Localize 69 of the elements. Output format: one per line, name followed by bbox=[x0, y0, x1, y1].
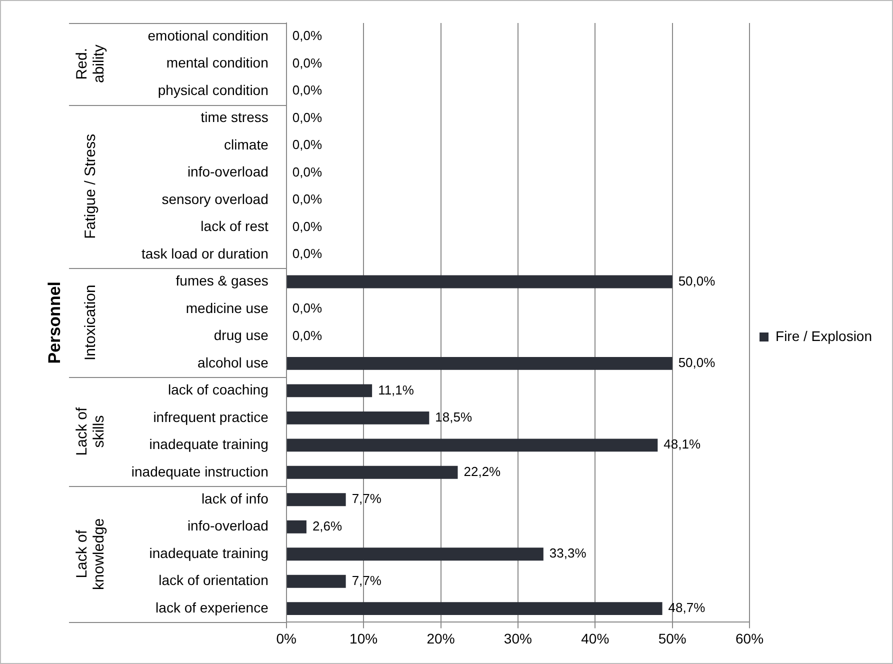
text: Lack of knowledge bbox=[74, 518, 108, 590]
text: Lack of skills bbox=[74, 406, 108, 456]
data-label: 7,7% bbox=[352, 572, 382, 588]
x-tick-label: 60% bbox=[736, 630, 764, 646]
data-label: 0,0% bbox=[292, 28, 322, 44]
y-tick-label: lack of coaching bbox=[168, 382, 268, 398]
data-label: 0,0% bbox=[292, 164, 322, 180]
bar bbox=[286, 574, 346, 588]
bar bbox=[286, 602, 662, 616]
data-label: 2,6% bbox=[312, 518, 343, 534]
data-label: 0,0% bbox=[292, 82, 322, 98]
text: Red. ability bbox=[74, 44, 108, 84]
y-tick-label: physical condition bbox=[158, 82, 268, 98]
bar bbox=[286, 275, 672, 288]
legend-label: Fire / Explosion bbox=[776, 328, 872, 344]
y-tick-label: lack of rest bbox=[200, 218, 268, 234]
y-tick-label: emotional condition bbox=[148, 27, 268, 44]
y-tick-label: task load or duration bbox=[142, 245, 268, 262]
y-tick-label: alcohol use bbox=[198, 354, 269, 370]
y-tick-label: info-overload bbox=[187, 164, 268, 180]
bar bbox=[286, 438, 658, 452]
y-tick-label: inadequate training bbox=[149, 544, 268, 561]
y-tick-label: inadequate instruction bbox=[131, 463, 268, 480]
bar bbox=[286, 493, 346, 506]
data-label: 0,0% bbox=[292, 300, 322, 316]
data-label: 22,2% bbox=[464, 464, 502, 479]
data-label: 0,0% bbox=[292, 137, 322, 152]
y-tick-label: mental condition bbox=[166, 54, 268, 71]
x-tick-label: 0% bbox=[276, 630, 297, 646]
x-tick-label: 50% bbox=[658, 630, 686, 646]
y-tick-label: inadequate training bbox=[149, 436, 268, 452]
y-tick-label: lack of experience bbox=[156, 599, 269, 616]
data-label: 7,7% bbox=[352, 491, 382, 506]
y-axis-title: Personnel bbox=[44, 282, 64, 364]
data-label: 48,7% bbox=[668, 600, 706, 616]
data-label: 0,0% bbox=[292, 328, 322, 343]
data-label: 0,0% bbox=[292, 246, 322, 262]
bar bbox=[286, 548, 544, 561]
data-label: 50,0% bbox=[678, 355, 716, 370]
bar bbox=[286, 411, 430, 424]
y-tick-label: time stress bbox=[200, 109, 268, 126]
bar bbox=[286, 520, 306, 534]
x-tick-label: 10% bbox=[350, 630, 378, 646]
y-tick-label: drug use bbox=[214, 327, 269, 344]
x-tick-label: 30% bbox=[504, 630, 532, 646]
text: Fatigue / Stress bbox=[82, 134, 100, 239]
y-tick-label: sensory overload bbox=[162, 190, 268, 207]
data-label: 11,1% bbox=[378, 382, 414, 398]
y-tick-label: climate bbox=[224, 136, 269, 152]
data-label: 18,5% bbox=[435, 410, 472, 425]
data-label: 0,0% bbox=[292, 192, 322, 207]
bar bbox=[286, 356, 672, 370]
data-label: 50,0% bbox=[678, 273, 716, 288]
data-label: 48,1% bbox=[664, 436, 701, 452]
x-tick-label: 20% bbox=[426, 630, 455, 646]
y-tick-label: info-overload bbox=[187, 518, 268, 534]
data-label: 0,0% bbox=[292, 55, 322, 70]
x-tick-label: 40% bbox=[581, 630, 610, 646]
y-tick-label: fumes & gases bbox=[176, 272, 268, 289]
bar bbox=[286, 384, 372, 398]
y-tick-label: medicine use bbox=[186, 300, 269, 316]
text: Intoxication bbox=[82, 284, 100, 361]
bar bbox=[286, 466, 458, 479]
data-label: 0,0% bbox=[292, 218, 322, 234]
data-label: 0,0% bbox=[292, 110, 322, 125]
y-tick-label: infrequent practice bbox=[153, 408, 269, 425]
data-label: 33,3% bbox=[549, 546, 587, 561]
y-tick-label: lack of orientation bbox=[158, 572, 268, 588]
y-tick-label: lack of info bbox=[201, 490, 269, 506]
